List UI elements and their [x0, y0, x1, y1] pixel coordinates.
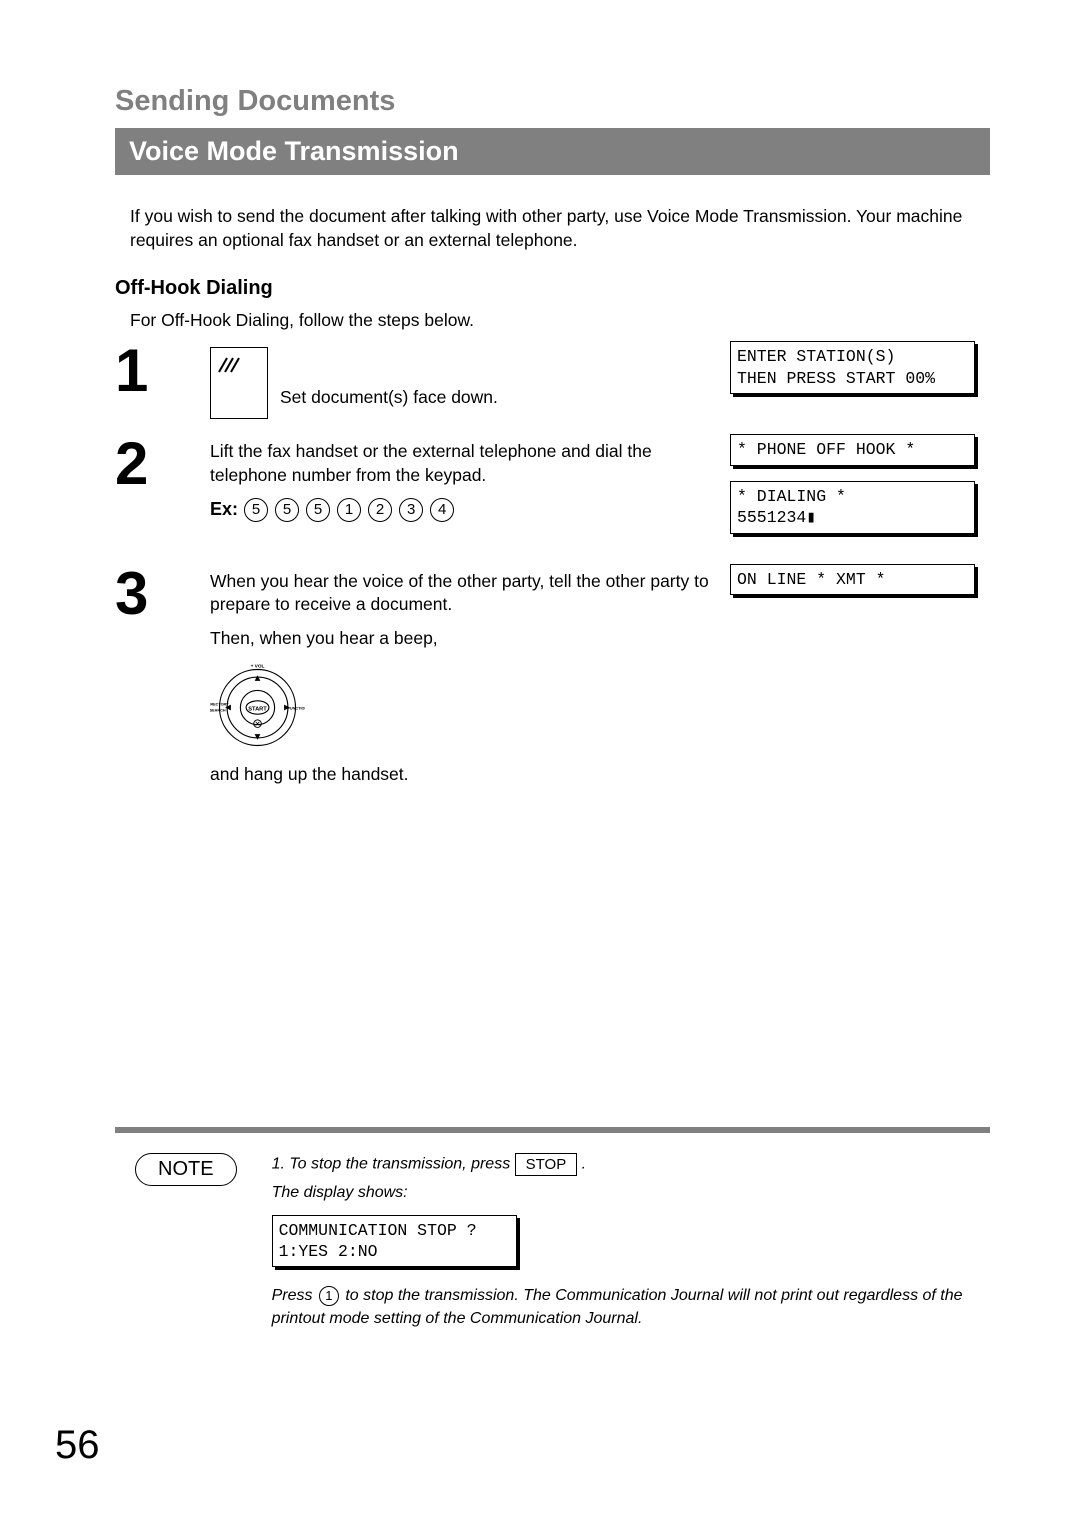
subsection-text: For Off-Hook Dialing, follow the steps b… — [130, 310, 990, 331]
svg-text:+ VOL: + VOL — [251, 664, 265, 670]
digit-key-icon: 1 — [319, 1286, 339, 1306]
ex-label: Ex: — [210, 498, 238, 518]
digit-key-icon: 5 — [306, 498, 330, 522]
lcd-display-step1: ENTER STATION(S) THEN PRESS START 00% — [730, 341, 975, 394]
start-dial-icon: START + VOL DIRECTORY SEARCH FUNCTION — [210, 660, 305, 755]
step-1-text: Set document(s) face down. — [280, 386, 498, 410]
note-badge: NOTE — [135, 1153, 237, 1186]
step-2-row: 2 Lift the fax handset or the external t… — [115, 434, 990, 548]
note-section: NOTE 1. To stop the transmission, press … — [115, 1127, 990, 1336]
page-number: 56 — [55, 1423, 100, 1468]
note-divider — [115, 1127, 990, 1133]
lcd-display-step2a: * PHONE OFF HOOK * — [730, 434, 975, 465]
step-2-number: 2 — [115, 434, 210, 494]
note-line1b: . — [582, 1156, 586, 1173]
step-3-text3: and hang up the handset. — [210, 763, 710, 787]
digit-key-icon: 5 — [275, 498, 299, 522]
digit-key-icon: 3 — [399, 498, 423, 522]
step-3-row: 3 When you hear the voice of the other p… — [115, 564, 990, 798]
chapter-title: Sending Documents — [115, 85, 990, 118]
note-line2: The display shows: — [272, 1182, 990, 1204]
note-line3a: Press — [272, 1287, 317, 1304]
digit-key-icon: 2 — [368, 498, 392, 522]
document-facedown-icon — [210, 347, 268, 419]
note-body: 1. To stop the transmission, press STOP … — [272, 1153, 990, 1336]
lcd-display-note: COMMUNICATION STOP ? 1:YES 2:NO — [272, 1215, 517, 1268]
digit-key-icon: 1 — [337, 498, 361, 522]
step-1-number: 1 — [115, 341, 210, 401]
digit-key-icon: 5 — [244, 498, 268, 522]
step-3-number: 3 — [115, 564, 210, 624]
stop-button-label: STOP — [515, 1153, 578, 1176]
svg-text:FUNCTION: FUNCTION — [288, 707, 305, 711]
note-line1a: 1. To stop the transmission, press — [272, 1156, 515, 1173]
step-3-text1: When you hear the voice of the other par… — [210, 570, 710, 617]
section-title-bar: Voice Mode Transmission — [115, 128, 990, 175]
step-3-text2: Then, when you hear a beep, — [210, 627, 710, 651]
step-1-row: 1 Set document(s) face down. ENTER STATI… — [115, 341, 990, 419]
manual-page: Sending Documents Voice Mode Transmissio… — [0, 0, 1080, 1528]
step-2-text: Lift the fax handset or the external tel… — [210, 440, 710, 487]
svg-text:SEARCH: SEARCH — [210, 709, 226, 713]
intro-paragraph: If you wish to send the document after t… — [130, 205, 990, 252]
note-line3b: to stop the transmission. The Communicat… — [272, 1287, 963, 1326]
digit-key-icon: 4 — [430, 498, 454, 522]
lcd-display-step2b: * DIALING * 5551234▮ — [730, 481, 975, 534]
svg-text:START: START — [248, 707, 267, 713]
example-dial-line: Ex: 5 5 5 1 2 3 4 — [210, 498, 710, 522]
svg-text:DIRECTORY: DIRECTORY — [210, 703, 229, 707]
subsection-title: Off-Hook Dialing — [115, 277, 990, 300]
lcd-display-step3: ON LINE * XMT * — [730, 564, 975, 595]
